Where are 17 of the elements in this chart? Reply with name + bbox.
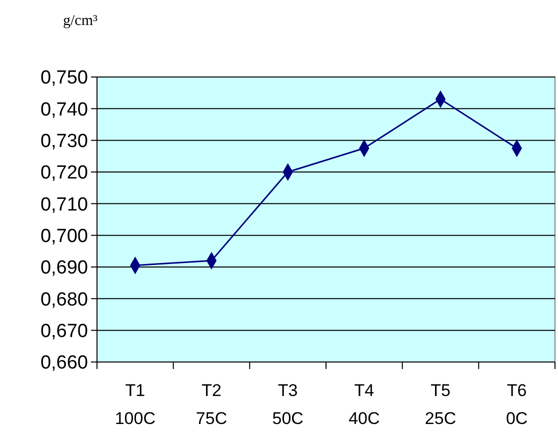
y-tick-label: 0,700: [40, 226, 88, 247]
x-tick-label: T5 25C: [424, 381, 456, 428]
y-tick-label: 0,740: [40, 99, 88, 120]
x-tick-label: T6 0C: [506, 381, 528, 428]
y-tick-label: 0,690: [40, 258, 88, 279]
y-tick-label: 0,710: [40, 194, 88, 216]
y-tick-label: 0,750: [40, 68, 88, 89]
x-tick-label: T2 75C: [196, 381, 228, 428]
x-tick-label: T3 50C: [272, 381, 304, 428]
y-tick-label: 0,660: [40, 352, 88, 374]
x-tick-label: T4 40C: [348, 381, 380, 428]
x-tick-label: T1 100C: [114, 381, 156, 428]
y-axis-title: g/cm³: [63, 13, 98, 29]
y-tick-label: 0,680: [40, 289, 88, 310]
y-tick-label: 0,730: [40, 130, 88, 152]
y-tick-label: 0,670: [40, 320, 88, 342]
y-tick-label: 0,720: [40, 162, 88, 184]
